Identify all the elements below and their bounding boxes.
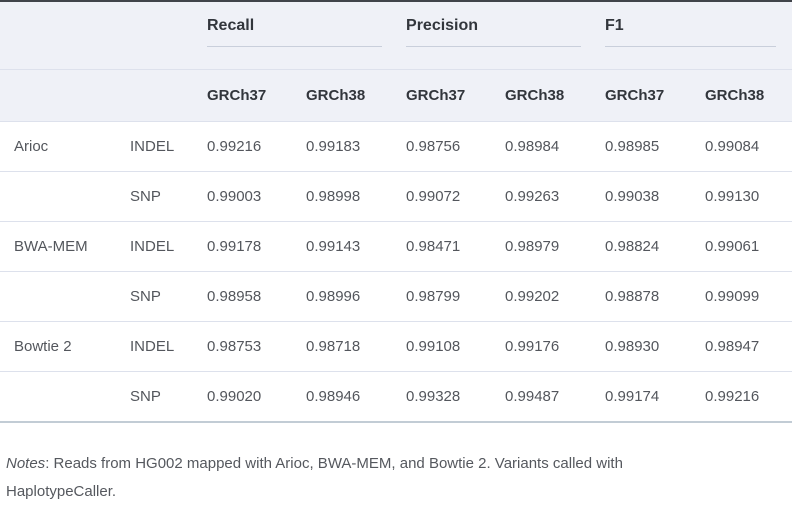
column-group-header-f1: F1 (605, 1, 792, 70)
notes-label: Notes (6, 455, 46, 472)
metric-value-cell: 0.99176 (505, 321, 606, 372)
metric-value-cell: 0.99003 (207, 171, 306, 222)
subcolumn-header: GRCh38 (505, 69, 606, 122)
metric-value-cell: 0.99072 (406, 171, 506, 222)
benchmark-table: Recall Precision F1 GRCh37 GRCh38 GRCh37… (0, 0, 792, 423)
variant-type-cell: INDEL (130, 121, 207, 172)
notes-text: : Reads from HG002 mapped with Arioc, BW… (6, 455, 623, 500)
metric-value-cell: 0.98878 (605, 271, 706, 322)
subheader-row: GRCh37 GRCh38 GRCh37 GRCh38 GRCh37 GRCh3… (0, 69, 792, 122)
metric-value-cell: 0.99216 (705, 371, 792, 423)
subcolumn-header: GRCh37 (406, 69, 506, 122)
table-header: Recall Precision F1 GRCh37 GRCh38 GRCh37… (0, 1, 792, 122)
metric-value-cell: 0.98998 (306, 171, 407, 222)
table-row: BWA-MEM INDEL 0.99178 0.99143 0.98471 0.… (0, 221, 792, 272)
metric-value-cell: 0.99108 (406, 321, 506, 372)
column-group-label: F1 (605, 15, 777, 47)
metric-value-cell: 0.99328 (406, 371, 506, 423)
metric-value-cell: 0.98958 (207, 271, 306, 322)
metric-value-cell: 0.98756 (406, 121, 506, 172)
table-row: SNP 0.99020 0.98946 0.99328 0.99487 0.99… (0, 371, 792, 423)
metric-value-cell: 0.98799 (406, 271, 506, 322)
metric-value-cell: 0.98471 (406, 221, 506, 272)
subcolumn-header: GRCh37 (207, 69, 306, 122)
variant-type-cell: INDEL (130, 221, 207, 272)
metric-value-cell: 0.98979 (505, 221, 606, 272)
table-body: Arioc INDEL 0.99216 0.99183 0.98756 0.98… (0, 121, 792, 423)
aligner-cell: BWA-MEM (0, 221, 130, 272)
table-row: SNP 0.99003 0.98998 0.99072 0.99263 0.99… (0, 171, 792, 222)
metric-value-cell: 0.99143 (306, 221, 407, 272)
table-notes: Notes: Reads from HG002 mapped with Ario… (6, 450, 646, 505)
empty-subheader-cell (0, 69, 207, 122)
column-group-row: Recall Precision F1 (0, 1, 792, 70)
metric-value-cell: 0.99061 (705, 221, 792, 272)
metric-value-cell: 0.99130 (705, 171, 792, 222)
table-row: SNP 0.98958 0.98996 0.98799 0.99202 0.98… (0, 271, 792, 322)
metric-value-cell: 0.98824 (605, 221, 706, 272)
empty-header-cell (0, 1, 207, 70)
subcolumn-header: GRCh38 (306, 69, 407, 122)
metric-value-cell: 0.98996 (306, 271, 407, 322)
metric-value-cell: 0.98985 (605, 121, 706, 172)
metric-value-cell: 0.99084 (705, 121, 792, 172)
metric-value-cell: 0.99020 (207, 371, 306, 423)
aligner-cell: Arioc (0, 121, 130, 172)
variant-type-cell: INDEL (130, 321, 207, 372)
aligner-cell (0, 171, 130, 222)
column-group-header-precision: Precision (406, 1, 606, 70)
variant-type-cell: SNP (130, 371, 207, 423)
metric-value-cell: 0.99178 (207, 221, 306, 272)
metric-value-cell: 0.98946 (306, 371, 407, 423)
variant-type-cell: SNP (130, 171, 207, 222)
column-group-header-recall: Recall (207, 1, 407, 70)
metric-value-cell: 0.98930 (605, 321, 706, 372)
aligner-cell: Bowtie 2 (0, 321, 130, 372)
metric-value-cell: 0.99038 (605, 171, 706, 222)
metric-value-cell: 0.99487 (505, 371, 606, 423)
metric-value-cell: 0.98984 (505, 121, 606, 172)
column-group-label: Recall (207, 15, 383, 47)
metric-value-cell: 0.99202 (505, 271, 606, 322)
metric-value-cell: 0.98718 (306, 321, 407, 372)
variant-type-cell: SNP (130, 271, 207, 322)
metric-value-cell: 0.99216 (207, 121, 306, 172)
metric-value-cell: 0.98947 (705, 321, 792, 372)
aligner-cell (0, 371, 130, 423)
metric-value-cell: 0.99174 (605, 371, 706, 423)
subcolumn-header: GRCh37 (605, 69, 706, 122)
metric-value-cell: 0.99099 (705, 271, 792, 322)
aligner-cell (0, 271, 130, 322)
column-group-label: Precision (406, 15, 582, 47)
metric-value-cell: 0.99263 (505, 171, 606, 222)
subcolumn-header: GRCh38 (705, 69, 792, 122)
metric-value-cell: 0.98753 (207, 321, 306, 372)
metric-value-cell: 0.99183 (306, 121, 407, 172)
table-row: Bowtie 2 INDEL 0.98753 0.98718 0.99108 0… (0, 321, 792, 372)
table-row: Arioc INDEL 0.99216 0.99183 0.98756 0.98… (0, 121, 792, 172)
